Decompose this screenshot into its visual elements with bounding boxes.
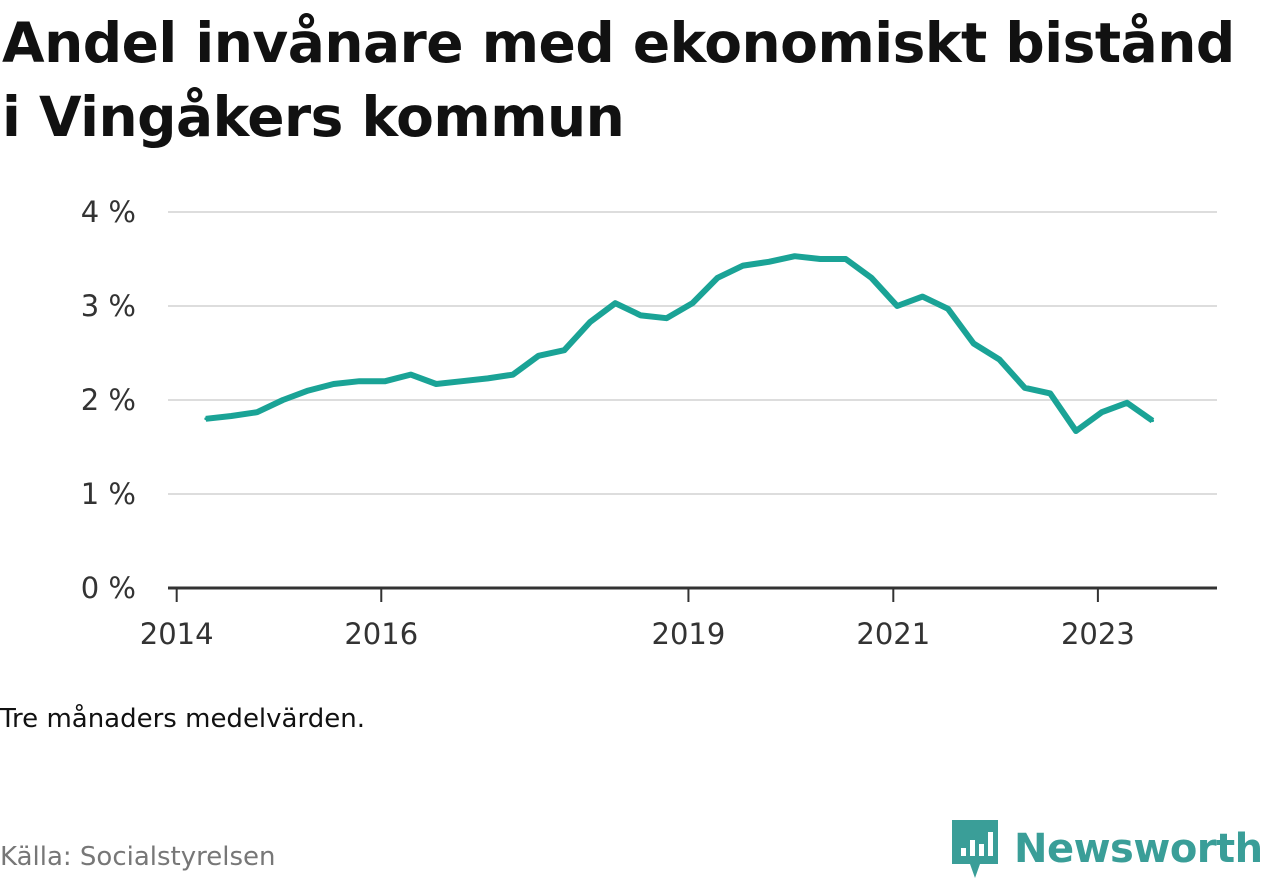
chart-note: Tre månaders medelvärden.: [0, 704, 365, 734]
y-tick-label: 4 %: [81, 195, 136, 229]
data-point: [229, 414, 233, 418]
series-line: [205, 253, 1155, 434]
data-point: [409, 373, 413, 377]
data-point: [536, 354, 540, 358]
x-tick-label: 2023: [1061, 617, 1135, 651]
data-point: [716, 276, 720, 280]
data-point: [767, 260, 771, 264]
data-point: [1100, 410, 1104, 414]
data-point: [613, 301, 617, 305]
data-point: [306, 389, 310, 393]
data-point: [946, 307, 950, 311]
line-chart: 0 % 1 % 2 % 3 % 4 % 2014 2016 2019 2021 2023: [81, 195, 1217, 651]
y-tick-label: 1 %: [81, 477, 136, 511]
data-point: [793, 254, 797, 258]
brand-name: Newsworthy: [1014, 826, 1262, 872]
data-point: [690, 301, 694, 305]
data-point: [357, 379, 361, 383]
data-point: [818, 257, 822, 261]
x-tick-label: 2016: [344, 617, 418, 651]
data-point: [204, 417, 208, 421]
data-point: [972, 342, 976, 346]
data-point: [1151, 419, 1155, 423]
data-series: [204, 253, 1155, 434]
data-point: [562, 348, 566, 352]
data-point: [639, 313, 643, 317]
data-point: [281, 398, 285, 402]
chart-title: Andel invånare med ekonomiskt bistånd i …: [2, 11, 1235, 149]
data-point: [588, 320, 592, 324]
data-point: [511, 373, 515, 377]
data-point: [1125, 401, 1129, 405]
data-point: [460, 379, 464, 383]
data-point: [1074, 429, 1078, 433]
x-tick-label: 2019: [652, 617, 726, 651]
x-tick-label: 2021: [856, 617, 930, 651]
data-point: [998, 358, 1002, 362]
x-axis-ticks: 2014 2016 2019 2021 2023: [140, 588, 1135, 651]
data-point: [895, 304, 899, 308]
data-point: [920, 295, 924, 299]
y-axis-ticks: 0 % 1 % 2 % 3 % 4 %: [81, 195, 136, 605]
grid-lines: [168, 211, 1217, 495]
newsworthy-logo-icon: [952, 820, 998, 878]
data-point: [869, 276, 873, 280]
data-point: [486, 376, 490, 380]
data-point: [332, 382, 336, 386]
y-tick-label: 0 %: [81, 571, 136, 605]
data-point: [741, 264, 745, 268]
y-tick-label: 3 %: [81, 289, 136, 323]
x-tick-label: 2014: [140, 617, 214, 651]
brand-logo[interactable]: Newsworthy: [950, 818, 1262, 880]
data-point: [1023, 386, 1027, 390]
data-point: [1048, 391, 1052, 395]
data-point: [434, 382, 438, 386]
source-credit: Källa: Socialstyrelsen: [0, 842, 276, 872]
data-point: [383, 379, 387, 383]
data-point: [665, 316, 669, 320]
data-point: [255, 410, 259, 414]
y-tick-label: 2 %: [81, 383, 136, 417]
data-point: [844, 257, 848, 261]
